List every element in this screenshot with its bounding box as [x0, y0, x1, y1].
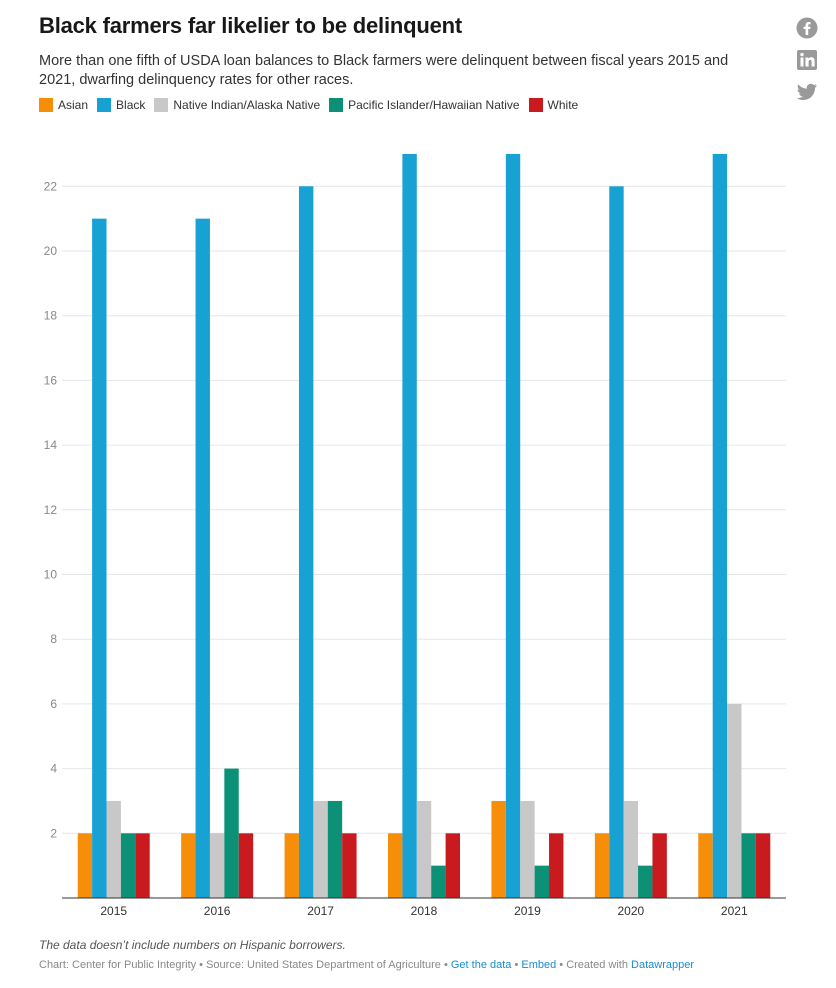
source-text: Source: United States Department of Agri… — [206, 959, 441, 971]
legend-item: Pacific Islander/Hawaiian Native — [329, 98, 520, 112]
legend-item: Black — [97, 98, 145, 112]
y-tick-label: 10 — [44, 568, 58, 582]
bar — [298, 186, 314, 899]
bar — [727, 703, 742, 898]
x-tick-label: 2020 — [618, 904, 645, 918]
get-data-link[interactable]: Get the data — [450, 959, 512, 971]
bar — [135, 833, 150, 898]
legend-label: Native Indian/Alaska Native — [173, 98, 321, 112]
linkedin-icon[interactable] — [796, 49, 818, 71]
bar — [712, 153, 728, 898]
bar — [120, 833, 136, 898]
legend-item: White — [528, 98, 579, 112]
y-tick-label: 2 — [50, 826, 57, 840]
x-tick-label: 2019 — [514, 904, 541, 918]
bar — [652, 833, 667, 898]
embed-link[interactable]: Embed — [521, 959, 557, 971]
x-tick-label: 2021 — [721, 904, 748, 918]
legend-label: Pacific Islander/Hawaiian Native — [348, 98, 520, 112]
bar — [505, 153, 521, 898]
bar — [238, 833, 254, 898]
y-tick-label: 12 — [44, 503, 58, 517]
bar — [609, 186, 624, 899]
legend-item: Native Indian/Alaska Native — [154, 98, 320, 112]
bar — [195, 218, 210, 898]
bar — [209, 833, 225, 898]
facebook-icon[interactable] — [796, 17, 818, 39]
legend-swatch — [97, 98, 112, 112]
chart-subtitle: More than one fifth of USDA loan balance… — [39, 53, 729, 88]
bar — [638, 865, 653, 898]
datawrapper-link[interactable]: Datawrapper — [631, 959, 695, 971]
bar — [698, 833, 713, 898]
bar — [342, 833, 357, 898]
footer: Chart: Center for Public Integrity • Sou… — [39, 959, 695, 971]
y-tick-label: 8 — [50, 632, 57, 646]
bar — [313, 800, 328, 898]
bar — [402, 153, 417, 898]
y-tick-label: 6 — [50, 697, 57, 711]
chart-note: The data doesn’t include numbers on Hisp… — [39, 938, 346, 952]
legend-swatch — [528, 98, 543, 112]
bar — [534, 865, 550, 898]
x-tick-label: 2017 — [307, 904, 334, 918]
x-tick-label: 2016 — [204, 904, 231, 918]
y-tick-label: 20 — [44, 244, 58, 258]
bar — [284, 833, 299, 898]
bar — [181, 833, 196, 898]
legend: Asian Black Native Indian/Alaska Native Pac… — [39, 98, 587, 112]
bar — [623, 800, 639, 898]
legend-swatch — [329, 98, 344, 112]
legend-item: Asian — [39, 98, 88, 112]
bar — [106, 800, 121, 898]
legend-swatch — [154, 98, 169, 112]
bar — [520, 800, 535, 898]
bar — [491, 800, 506, 898]
bar — [549, 833, 564, 898]
bar — [224, 768, 239, 898]
twitter-icon[interactable] — [796, 81, 818, 103]
bar — [431, 865, 446, 898]
bar — [445, 833, 460, 898]
y-tick-label: 18 — [44, 309, 58, 323]
bar — [741, 833, 756, 898]
x-tick-label: 2015 — [100, 904, 127, 918]
legend-label: Asian — [58, 98, 89, 112]
chart-credit: Chart: Center for Public Integrity — [39, 959, 197, 971]
legend-label: White — [547, 98, 579, 112]
bar — [416, 800, 432, 898]
bar — [92, 218, 107, 898]
y-tick-label: 22 — [44, 179, 58, 193]
legend-label: Black — [116, 98, 146, 112]
bar — [594, 833, 610, 898]
y-tick-label: 16 — [44, 373, 58, 387]
y-tick-label: 4 — [50, 762, 57, 776]
bar — [755, 833, 771, 898]
y-tick-label: 14 — [44, 438, 58, 452]
chart-title: Black farmers far likelier to be delinqu… — [39, 13, 462, 38]
bar — [77, 833, 93, 898]
x-tick-label: 2018 — [411, 904, 438, 918]
bar — [327, 800, 343, 898]
legend-swatch — [39, 98, 53, 112]
bar-chart: 2 4 6 8 10 12 14 16 18 20 22 2015 2016 2017 2018 2019 20… — [44, 153, 786, 918]
bar — [388, 833, 403, 898]
